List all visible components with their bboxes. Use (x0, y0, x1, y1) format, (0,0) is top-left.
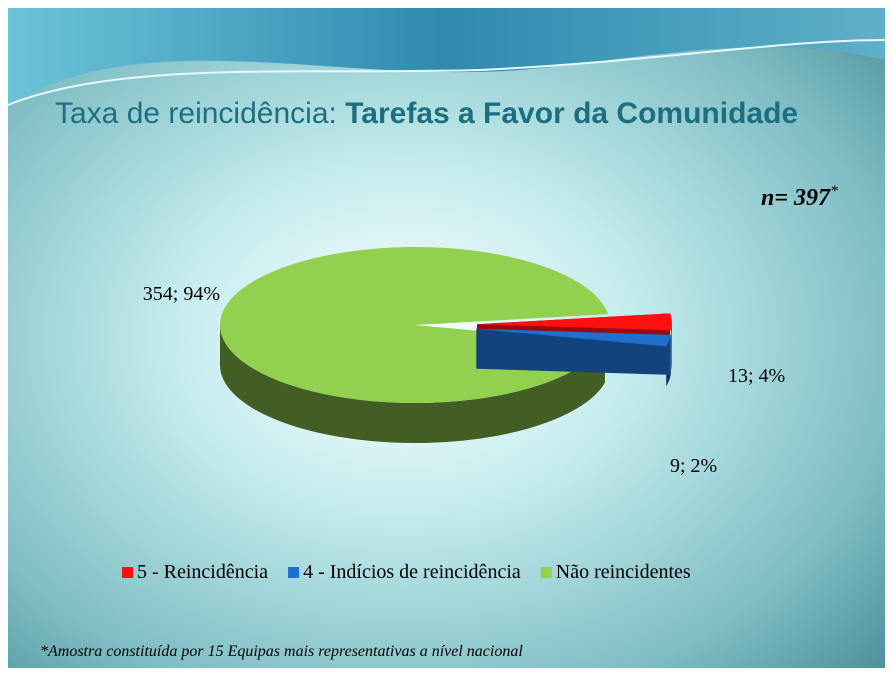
data-label: 9; 2% (670, 455, 717, 477)
legend-swatch (288, 567, 300, 578)
data-label: 13; 4% (728, 365, 785, 387)
annotation-mark: * (830, 183, 838, 200)
title-text: Taxa de reincidência: (55, 97, 337, 130)
title-bold: Tarefas a Favor da Comunidade (345, 97, 798, 130)
legend-label: Não reincidentes (556, 561, 691, 583)
annotation-text: n= 397 (761, 185, 831, 211)
chart-title: Taxa de reincidência: Tarefas a Favor da… (55, 97, 798, 130)
pie: 354; 94% 13; 4% 9; 2% (143, 246, 785, 477)
slice-side (671, 324, 672, 371)
legend: 5 - Reincidência 4 - Indícios de reincidê… (122, 561, 691, 583)
legend-swatch (122, 567, 133, 578)
annotation: n= 397* (761, 183, 838, 211)
legend-label: 4 - Indícios de reincidência (303, 561, 521, 583)
slice-top (476, 328, 671, 347)
footnote: *Amostra constituída por 15 Equipas mais… (40, 643, 523, 660)
legend-swatch (540, 567, 552, 578)
data-label: 354; 94% (143, 283, 220, 305)
legend-label: 5 - Reincidência (137, 561, 268, 583)
slice (476, 328, 671, 387)
header-wave (8, 8, 885, 110)
slice-top (476, 313, 672, 331)
slice-side (220, 325, 605, 443)
wave-line (7, 39, 886, 106)
